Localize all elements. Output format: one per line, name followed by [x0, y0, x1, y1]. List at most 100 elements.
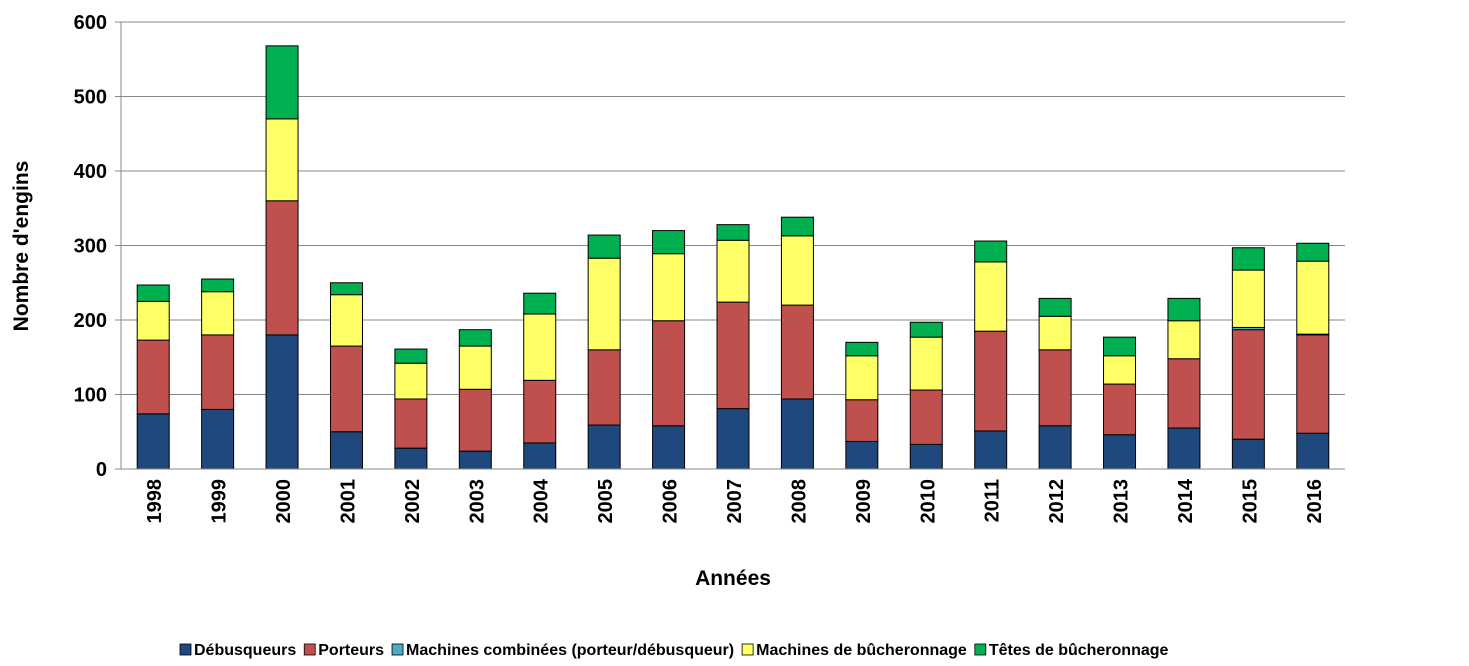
bar-segment — [1296, 260, 1330, 335]
bar-segment — [716, 408, 750, 470]
x-tick-label: 2010 — [917, 479, 939, 524]
bar-segment — [201, 291, 235, 336]
bar-segment — [201, 408, 235, 470]
legend-label: Têtes de bûcheronnage — [989, 642, 1169, 659]
bar-segment — [136, 413, 170, 470]
y-tick-label: 400 — [74, 161, 107, 183]
bar-segment — [523, 313, 557, 381]
bar-segment — [974, 240, 1008, 263]
bar-segment — [265, 118, 299, 202]
x-tick-label: 1998 — [144, 479, 166, 524]
y-tick-label: 500 — [74, 87, 107, 109]
legend-label: Porteurs — [318, 642, 384, 659]
bar-segment — [1231, 329, 1265, 440]
bar-segment — [1103, 434, 1137, 470]
bar-segment — [458, 329, 492, 347]
bar-segment — [136, 300, 170, 341]
bar-segment — [909, 389, 943, 445]
bar-segment — [329, 345, 363, 433]
bar-segment — [329, 431, 363, 470]
bar-segment — [1231, 438, 1265, 470]
bar-segment — [845, 341, 879, 357]
bar-segment — [329, 282, 363, 296]
bar-segment — [974, 330, 1008, 432]
x-tick-label: 2007 — [724, 479, 746, 524]
bar-segment — [587, 257, 621, 351]
legend-swatch — [303, 643, 316, 656]
legend-swatch — [391, 643, 404, 656]
bar-segment — [1038, 297, 1072, 317]
legend-swatch — [179, 643, 192, 656]
x-tick-label: 2003 — [466, 479, 488, 524]
bar-segment — [1038, 315, 1072, 351]
bar-segment — [1231, 247, 1265, 271]
bar-segment — [1167, 320, 1201, 360]
x-tick-label: 2008 — [788, 479, 810, 524]
bar-segment — [201, 334, 235, 410]
x-tick-label: 2005 — [595, 479, 617, 524]
bar-segment — [523, 379, 557, 444]
bar-segment — [1103, 355, 1137, 385]
y-tick-label: 300 — [74, 236, 107, 258]
x-tick-label: 2006 — [660, 479, 682, 524]
bar-segment — [909, 443, 943, 470]
bar-segment — [587, 424, 621, 470]
y-tick-label: 200 — [74, 310, 107, 332]
legend-swatch — [974, 643, 987, 656]
y-tick-label: 0 — [96, 459, 107, 481]
bar-segment — [909, 336, 943, 391]
bar-segment — [458, 345, 492, 390]
bar-segment — [523, 442, 557, 470]
bar-segment — [1231, 269, 1265, 328]
bar-segment — [394, 398, 428, 449]
y-tick-label: 100 — [74, 385, 107, 407]
bar-segment — [780, 304, 814, 400]
legend-label: Débusqueurs — [194, 642, 296, 659]
x-tick-label: 2002 — [402, 479, 424, 524]
bar-segment — [1167, 427, 1201, 470]
bar-segment — [1296, 432, 1330, 470]
x-tick-label: 2015 — [1239, 479, 1261, 524]
bar-segment — [1296, 242, 1330, 262]
bar-segment — [1103, 383, 1137, 436]
bar-segment — [201, 278, 235, 293]
bar-segment — [265, 200, 299, 336]
bar-segment — [1103, 336, 1137, 357]
bar-segment — [1167, 358, 1201, 429]
x-tick-label: 2001 — [337, 479, 359, 524]
bar-segment — [458, 450, 492, 470]
x-tick-label: 2011 — [982, 479, 1004, 522]
legend-swatch — [741, 643, 754, 656]
bar-segment — [265, 45, 299, 120]
x-tick-label: 2016 — [1304, 479, 1326, 524]
bar-segment — [458, 388, 492, 452]
bar-segment — [136, 339, 170, 415]
bar-segment — [845, 399, 879, 442]
x-tick-label: 2009 — [853, 479, 875, 524]
bar-segment — [716, 301, 750, 410]
bar-segment — [1167, 297, 1201, 322]
bar-segment — [974, 261, 1008, 332]
bar-segment — [652, 320, 686, 427]
bar-segment — [394, 348, 428, 364]
y-tick-label: 600 — [74, 12, 107, 34]
legend-label: Machines de bûcheronnage — [756, 642, 967, 659]
bar-segment — [845, 440, 879, 470]
bar-segment — [716, 239, 750, 303]
bar-segment — [780, 216, 814, 237]
x-tick-label: 2004 — [531, 478, 553, 523]
bar-segment — [1296, 334, 1330, 434]
bar-segment — [974, 430, 1008, 470]
bar-segment — [329, 294, 363, 347]
bar-segment — [587, 349, 621, 426]
x-tick-label: 2014 — [1175, 478, 1197, 523]
bar-segment — [523, 292, 557, 315]
bar-segment — [587, 234, 621, 259]
bar-segment — [265, 334, 299, 470]
bar-segment — [845, 355, 879, 401]
x-axis-title: Années — [695, 567, 771, 590]
bar-segment — [716, 224, 750, 241]
x-tick-label: 1999 — [209, 479, 231, 524]
y-axis-title: Nombre d'engins — [10, 161, 33, 332]
